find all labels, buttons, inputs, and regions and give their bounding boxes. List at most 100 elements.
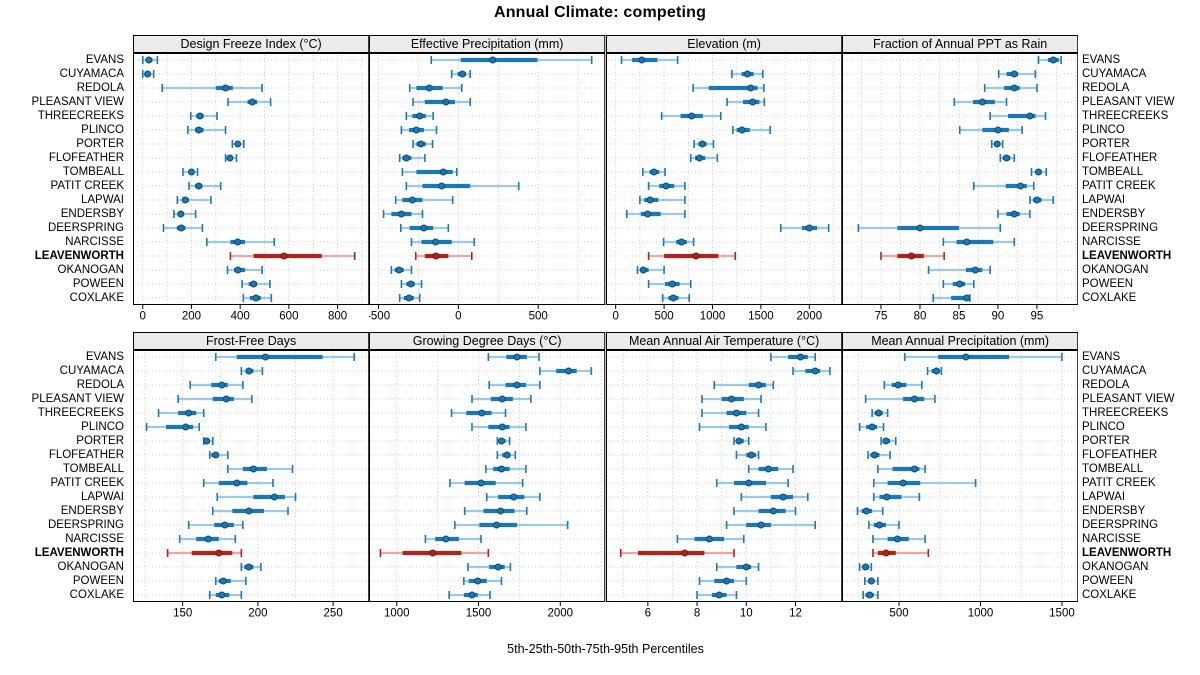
median-dot bbox=[737, 423, 745, 431]
median-dot bbox=[270, 493, 278, 501]
median-dot bbox=[1010, 84, 1018, 92]
percentile-row bbox=[638, 196, 686, 204]
percentile-row bbox=[880, 437, 897, 445]
panel-4: Frost-Free Days 150 200 250 bbox=[133, 332, 370, 618]
percentile-row bbox=[405, 112, 435, 120]
median-dot bbox=[754, 381, 762, 389]
median-dot bbox=[747, 451, 755, 459]
station-label: PLINCO bbox=[81, 124, 124, 136]
percentile-row bbox=[242, 294, 273, 302]
station-label: OKANOGAN bbox=[57, 561, 124, 573]
percentile-row bbox=[216, 493, 297, 501]
median-dot bbox=[417, 140, 425, 148]
percentile-row bbox=[747, 465, 794, 473]
median-dot bbox=[1002, 154, 1010, 162]
median-dot bbox=[233, 479, 241, 487]
panel-5: Growing Degree Days (°C) 1000 1500 2000 bbox=[369, 332, 606, 618]
station-label: THREECREEKS bbox=[37, 407, 124, 419]
x-tick-label: 2000 bbox=[548, 608, 574, 619]
median-dot bbox=[218, 591, 226, 599]
percentile-row bbox=[471, 395, 532, 403]
median-dot bbox=[280, 252, 288, 260]
median-dot bbox=[250, 280, 258, 288]
median-dot bbox=[498, 437, 506, 445]
percentile-row bbox=[186, 126, 227, 134]
percentile-row bbox=[927, 266, 991, 274]
median-dot bbox=[439, 168, 447, 176]
x-axis: 75 80 85 90 95 bbox=[874, 305, 1043, 321]
station-label: REDOLA bbox=[76, 82, 124, 94]
median-dot bbox=[748, 98, 756, 106]
median-dot bbox=[407, 280, 415, 288]
station-label: OKANOGAN bbox=[57, 264, 124, 276]
percentile-row bbox=[410, 238, 476, 246]
percentile-row bbox=[141, 56, 159, 64]
percentile-row bbox=[430, 56, 593, 64]
station-label: ENDERSBY bbox=[60, 505, 124, 517]
panel-strip: Design Freeze Index (°C) bbox=[133, 35, 370, 53]
percentile-row bbox=[636, 266, 665, 274]
median-dot bbox=[639, 266, 647, 274]
station-label: NARCISSE bbox=[65, 236, 124, 248]
median-dot bbox=[234, 266, 242, 274]
station-label: NARCISSE bbox=[65, 533, 124, 545]
x-tick-label: 200 bbox=[182, 311, 201, 322]
percentile-row bbox=[454, 521, 569, 529]
x-tick-label: 500 bbox=[654, 311, 673, 322]
station-label: PLEASANT VIEW bbox=[1082, 96, 1175, 108]
x-tick-label: 75 bbox=[874, 311, 887, 322]
percentile-row bbox=[162, 224, 204, 232]
percentile-row bbox=[725, 521, 816, 529]
median-dot bbox=[195, 182, 203, 190]
station-label: POWEEN bbox=[1082, 278, 1134, 290]
median-dot bbox=[669, 294, 677, 302]
percentile-row bbox=[871, 549, 929, 557]
percentile-row bbox=[229, 252, 356, 260]
percentile-row bbox=[769, 353, 816, 361]
median-dot bbox=[769, 507, 777, 515]
percentile-row bbox=[141, 70, 155, 78]
station-labels-right-row2: EVANS CUYAMACA REDOLA PLEASANT VIEW THREECRE… bbox=[1082, 350, 1200, 602]
median-dot bbox=[498, 465, 506, 473]
median-dot bbox=[874, 409, 882, 417]
median-dot bbox=[744, 479, 752, 487]
station-label: THREECREEKS bbox=[1082, 407, 1169, 419]
median-dot bbox=[248, 98, 256, 106]
station-label: FLOFEATHER bbox=[1082, 449, 1158, 461]
median-dot bbox=[432, 252, 440, 260]
x-axis: 1000 1500 2000 bbox=[384, 602, 573, 618]
median-dot bbox=[221, 521, 229, 529]
station-label: REDOLA bbox=[1082, 82, 1130, 94]
percentile-row bbox=[400, 224, 450, 232]
percentile-row bbox=[958, 126, 1023, 134]
median-dot bbox=[182, 423, 190, 431]
median-dot bbox=[662, 182, 670, 190]
station-label: POWEEN bbox=[72, 278, 124, 290]
median-dot bbox=[474, 577, 482, 585]
median-dot bbox=[215, 549, 223, 557]
median-dot bbox=[805, 224, 813, 232]
station-label: COXLAKE bbox=[1082, 292, 1137, 304]
percentile-row bbox=[240, 563, 262, 571]
percentile-row bbox=[857, 224, 1001, 232]
x-axis: -500 0 500 bbox=[369, 305, 548, 321]
percentile-row bbox=[725, 98, 765, 106]
station-label: LAPWAI bbox=[1082, 491, 1126, 503]
percentile-row bbox=[496, 451, 517, 459]
x-tick-label: 1500 bbox=[1049, 608, 1075, 619]
percentile-row bbox=[730, 70, 764, 78]
percentile-row bbox=[409, 84, 463, 92]
median-dot bbox=[145, 56, 153, 64]
panel-strip: Mean Annual Precipitation (mm) bbox=[841, 332, 1078, 350]
percentile-row bbox=[178, 535, 237, 543]
station-label: PLEASANT VIEW bbox=[31, 96, 124, 108]
panel-strip: Growing Degree Days (°C) bbox=[369, 332, 606, 350]
x-axis: 0 500 1000 1500 2000 bbox=[612, 305, 822, 321]
percentile-row bbox=[1037, 56, 1062, 64]
median-dot bbox=[432, 238, 440, 246]
median-dot bbox=[409, 196, 417, 204]
station-label: LEAVENWORTH bbox=[1082, 250, 1172, 262]
x-tick-label: 95 bbox=[1030, 311, 1043, 322]
station-label: ENDERSBY bbox=[60, 208, 124, 220]
median-dot bbox=[680, 549, 688, 557]
